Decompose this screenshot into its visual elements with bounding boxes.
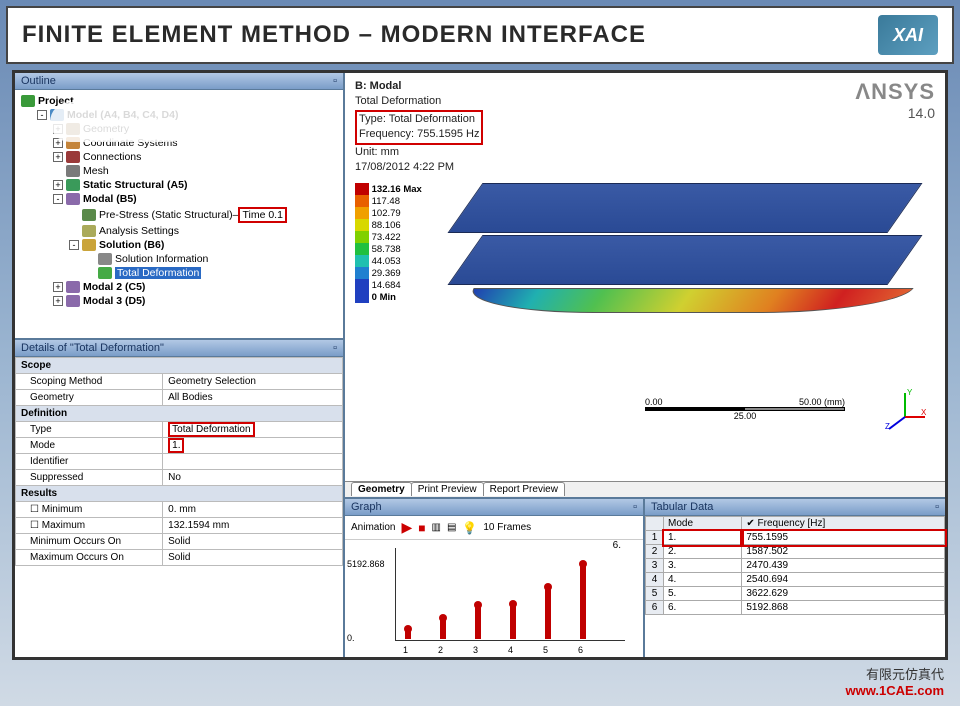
details-min: 0. mm xyxy=(163,502,343,518)
details-identifier[interactable] xyxy=(163,454,343,470)
details-panel: Scope Scoping MethodGeometry Selection G… xyxy=(15,357,343,657)
bottom-panels: Graph▫ Animation ▶ ■ ▥ ▤ 💡 10 Frames 519… xyxy=(345,497,945,657)
color-legend: 132.16 Max 117.48 102.79 88.106 73.422 5… xyxy=(355,183,422,303)
details-max-on: Solid xyxy=(163,550,343,566)
graph-panel: Graph▫ Animation ▶ ■ ▥ ▤ 💡 10 Frames 519… xyxy=(345,499,645,657)
tab-geometry[interactable]: Geometry xyxy=(351,482,412,496)
model-geometry xyxy=(465,183,905,373)
details-results: Results xyxy=(16,486,343,502)
table-row[interactable]: 22.1587.502 xyxy=(646,545,945,559)
logo: XAI xyxy=(878,15,938,55)
left-pane: Outline▫ Project -Model (A4, B4, C4, D4)… xyxy=(15,73,345,657)
page-title: FINITE ELEMENT METHOD – MODERN INTERFACE xyxy=(22,21,646,49)
title-bar: FINITE ELEMENT METHOD – MODERN INTERFACE… xyxy=(6,6,954,64)
details-mode[interactable]: 1. xyxy=(163,438,343,454)
animation-toolbar: Animation ▶ ■ ▥ ▤ 💡 10 Frames xyxy=(345,516,643,540)
anim-opt2-icon[interactable]: ▤ xyxy=(447,522,456,533)
table-row[interactable]: 33.2470.439 xyxy=(646,559,945,573)
tree-modal-3[interactable]: +Modal 3 (D5) xyxy=(53,294,339,308)
table-row[interactable]: 55.3622.629 xyxy=(646,587,945,601)
stop-button[interactable]: ■ xyxy=(418,521,425,535)
right-pane: B: Modal Total Deformation Type: Total D… xyxy=(345,73,945,657)
tree-prestress[interactable]: Pre-Stress (Static Structural) – Time 0.… xyxy=(69,206,339,224)
svg-text:X: X xyxy=(921,408,927,417)
tree-modal-2[interactable]: +Modal 2 (C5) xyxy=(53,280,339,294)
details-definition: Definition xyxy=(16,406,343,422)
tree-solution-b6[interactable]: -Solution (B6) xyxy=(69,238,339,252)
tab-report-preview[interactable]: Report Preview xyxy=(483,482,565,496)
details-suppressed[interactable]: No xyxy=(163,470,343,486)
details-min-on: Solid xyxy=(163,534,343,550)
viewport-tabs: GeometryPrint PreviewReport Preview xyxy=(345,481,945,497)
bulb-icon[interactable]: 💡 xyxy=(462,521,477,535)
scale-bar: 0.0050.00 (mm) 25.00 xyxy=(645,397,845,421)
triad-icon[interactable]: Y X Z xyxy=(883,387,927,431)
viewport-3d[interactable]: B: Modal Total Deformation Type: Total D… xyxy=(345,73,945,481)
tab-print-preview[interactable]: Print Preview xyxy=(411,482,484,496)
details-header: Details of "Total Deformation"▫ xyxy=(15,340,343,357)
tree-mesh[interactable]: Mesh xyxy=(53,164,339,178)
ansys-brand: ΛNSYS 14.0 xyxy=(855,79,935,121)
tree-sol-info[interactable]: Solution Information xyxy=(85,252,339,266)
details-scope: Scope xyxy=(16,358,343,374)
tree-total-deformation[interactable]: Total Deformation xyxy=(85,266,339,280)
decorative-cloud xyxy=(50,102,190,142)
table-row[interactable]: 66.5192.868 xyxy=(646,601,945,615)
tree-modal-b5[interactable]: -Modal (B5) xyxy=(53,192,339,206)
viewport-info: B: Modal Total Deformation Type: Total D… xyxy=(355,79,483,175)
svg-text:Z: Z xyxy=(885,422,890,431)
anim-opt-icon[interactable]: ▥ xyxy=(432,522,441,533)
tabular-panel: Tabular Data▫ Mode✔ Frequency [Hz] 11.75… xyxy=(645,499,945,657)
frequency-chart[interactable]: 5192.868 0. 123456 6. xyxy=(345,540,643,657)
play-button[interactable]: ▶ xyxy=(401,519,412,536)
app-window: Outline▫ Project -Model (A4, B4, C4, D4)… xyxy=(12,70,948,660)
outline-header: Outline▫ xyxy=(15,73,343,90)
details-scoping-method[interactable]: Geometry Selection xyxy=(163,374,343,390)
tree-connections[interactable]: +Connections xyxy=(53,150,339,164)
details-geometry[interactable]: All Bodies xyxy=(163,390,343,406)
details-type[interactable]: Total Deformation xyxy=(163,422,343,438)
details-max: 132.1594 mm xyxy=(163,518,343,534)
table-row[interactable]: 44.2540.694 xyxy=(646,573,945,587)
footer-watermark: 有限元仿真代 www.1CAE.com xyxy=(846,664,944,698)
svg-text:Y: Y xyxy=(907,388,913,397)
tree-analysis-settings[interactable]: Analysis Settings xyxy=(69,224,339,238)
tabular-table[interactable]: Mode✔ Frequency [Hz] 11.755.159522.1587.… xyxy=(645,516,945,615)
table-row[interactable]: 11.755.1595 xyxy=(646,531,945,545)
tree-static[interactable]: +Static Structural (A5) xyxy=(53,178,339,192)
